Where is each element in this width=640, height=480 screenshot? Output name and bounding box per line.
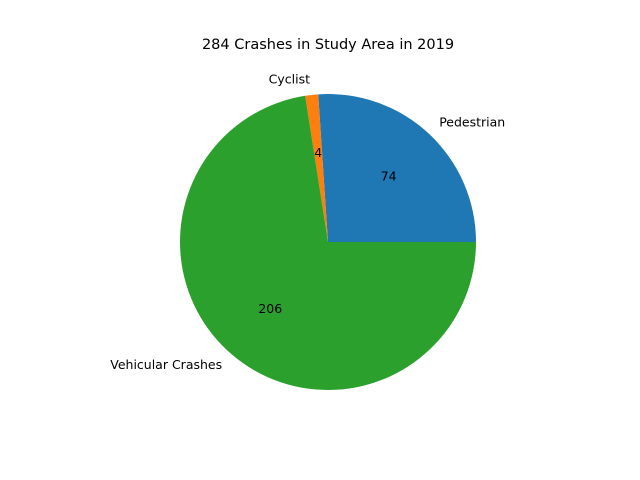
slice-label-vehicular-crashes: Vehicular Crashes <box>110 357 222 372</box>
slice-value-vehicular-crashes: 206 <box>258 301 282 316</box>
pie-slice-cyclist <box>305 94 328 242</box>
pie-labels: Pedestrian 74 Cyclist 4 Vehicular Crashes 206 <box>110 72 505 372</box>
pie-slice-pedestrian <box>318 94 476 242</box>
slice-label-cyclist: Cyclist <box>269 72 310 87</box>
pie-slices <box>180 94 476 390</box>
slice-value-cyclist: 4 <box>314 145 322 160</box>
pie-slice-vehicular-crashes <box>180 95 476 390</box>
slice-value-pedestrian: 74 <box>381 169 397 184</box>
chart-title: 284 Crashes in Study Area in 2019 <box>202 37 454 53</box>
slice-label-pedestrian: Pedestrian <box>439 115 505 130</box>
